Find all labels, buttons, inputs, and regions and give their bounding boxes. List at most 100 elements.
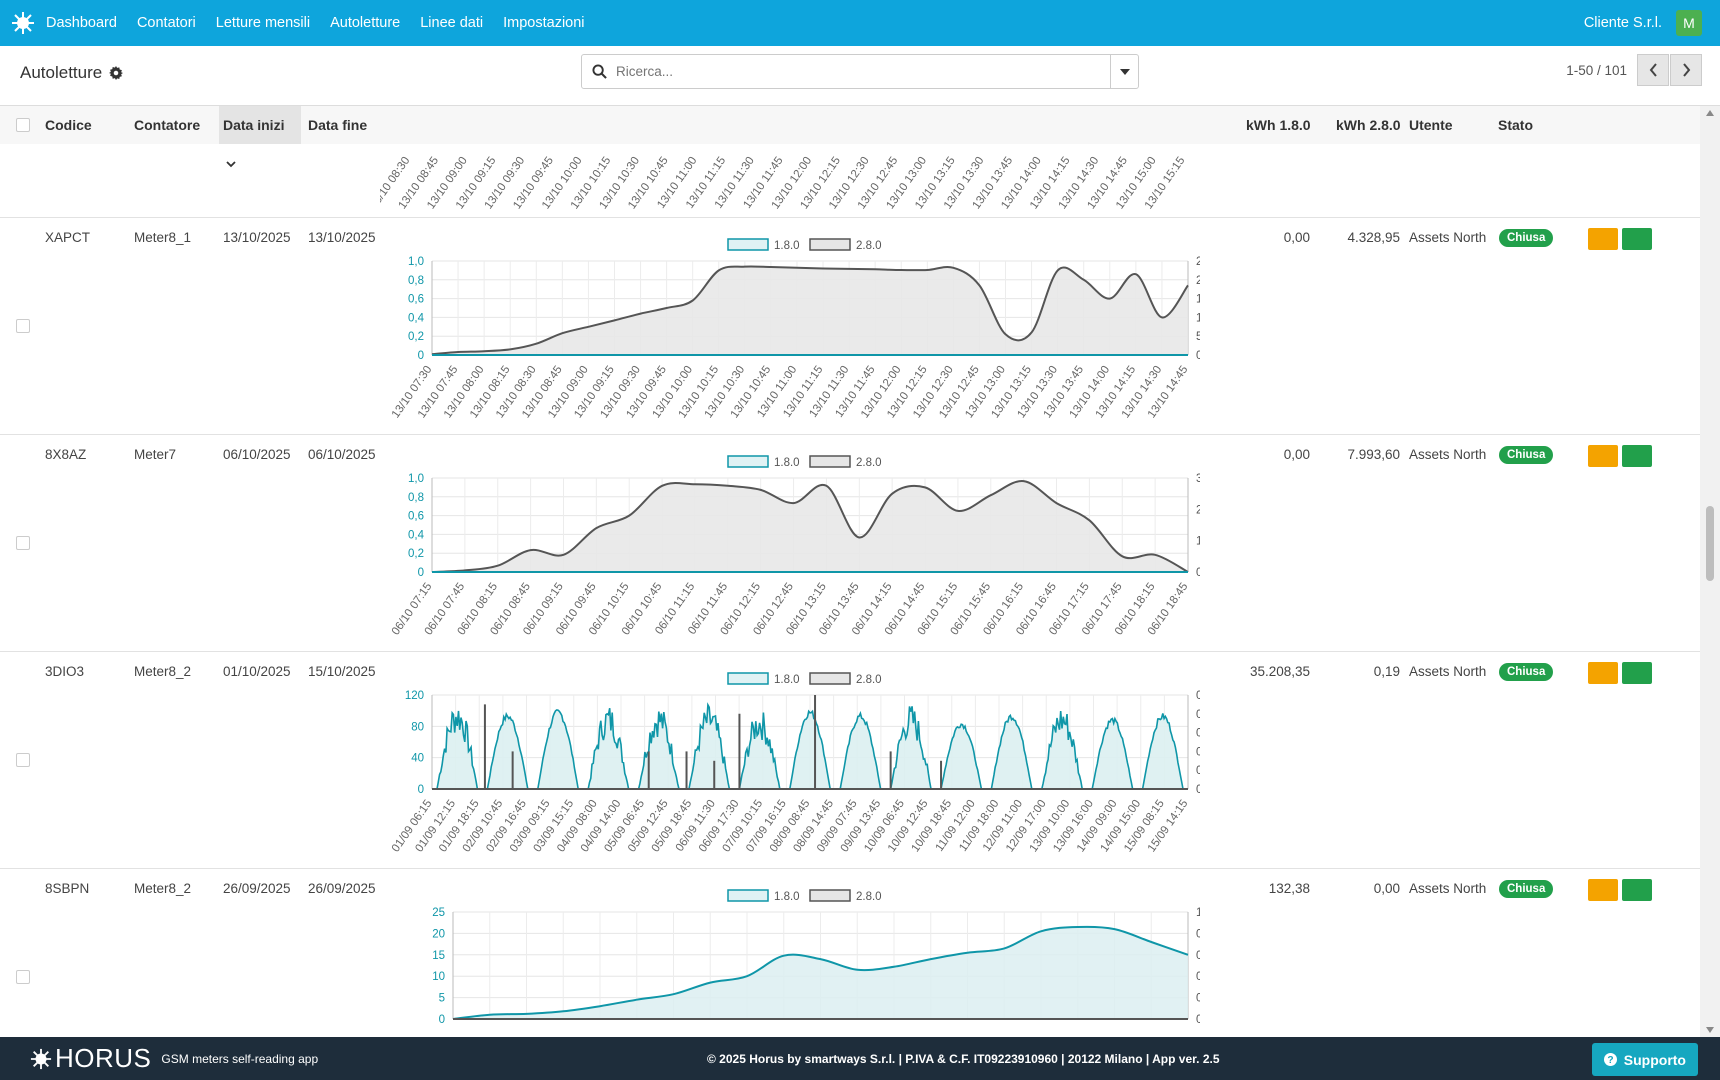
- brand-tagline: GSM meters self-reading app: [161, 1051, 319, 1066]
- avatar[interactable]: M: [1676, 10, 1702, 36]
- question-icon: ?: [1603, 1053, 1617, 1066]
- copyright: © 2025 Horus by smartways S.r.l. | P.IVA…: [707, 1051, 1220, 1066]
- y-right-tick: 300: [1196, 473, 1200, 485]
- chart: 1.8.02.8.00408012000,010,020,030,040,050…: [390, 672, 1200, 854]
- app-logo-icon[interactable]: [8, 8, 38, 38]
- y-left-tick: 20: [432, 928, 445, 940]
- series-180-area: [432, 704, 1188, 789]
- footer: HORUS GSM meters self-reading app © 2025…: [0, 1037, 1720, 1080]
- nav-autoletture[interactable]: Autoletture: [330, 15, 401, 31]
- nav-impostazioni[interactable]: Impostazioni: [503, 15, 585, 31]
- col-contatore[interactable]: Contatore: [134, 117, 201, 133]
- support-button[interactable]: ? Supporto: [1591, 1043, 1698, 1076]
- search-dropdown-button[interactable]: [1110, 55, 1138, 88]
- col-stato[interactable]: Stato: [1498, 117, 1533, 133]
- col-kwh-280[interactable]: kWh 2.8.0: [1336, 117, 1401, 133]
- row-checkbox[interactable]: [16, 753, 30, 767]
- status-badge: Chiusa: [1499, 880, 1554, 898]
- cell-contatore: Meter8_1: [134, 230, 192, 245]
- col-codice[interactable]: Codice: [45, 117, 92, 133]
- pagination-count: 1-50 / 101: [1566, 62, 1627, 78]
- chart: 1.8.0 2.8.0 0 0,2 0,4 0,6 0,8 1,0 0 50 100 150 200 25…: [390, 238, 1200, 420]
- col-data-inizio[interactable]: Data inizi: [219, 106, 301, 168]
- cell-codice[interactable]: XAPCT: [45, 230, 91, 245]
- chevron-down-icon: [226, 161, 236, 168]
- cell-data-fine: 15/10/2025: [308, 664, 376, 679]
- cell-kwh-180: 35.208,35: [1249, 664, 1310, 679]
- nav-contatori[interactable]: Contatori: [136, 15, 196, 31]
- row-checkbox[interactable]: [16, 536, 30, 550]
- download-button[interactable]: [1622, 228, 1652, 250]
- brand-name: HORUS: [55, 1043, 152, 1073]
- select-all-checkbox[interactable]: [16, 118, 30, 132]
- cell-data-inizio: 13/10/2025: [223, 230, 291, 245]
- download-button[interactable]: [1622, 879, 1652, 901]
- y-right-tick: 0,05: [1196, 690, 1200, 702]
- legend-label-280: 2.8.0: [856, 674, 882, 686]
- nav-dashboard[interactable]: Dashboard: [46, 15, 117, 31]
- legend-label-280: 2.8.0: [856, 891, 882, 903]
- cell-contatore: Meter7: [134, 447, 177, 462]
- refresh-button[interactable]: [1588, 662, 1618, 684]
- cell-codice[interactable]: 8SBPN: [45, 881, 90, 896]
- search-input[interactable]: [616, 64, 1110, 79]
- row-checkbox[interactable]: [16, 319, 30, 333]
- legend-label-180: 1.8.0: [774, 891, 800, 903]
- nav-linee-dati[interactable]: Linee dati: [420, 15, 484, 31]
- table-row: XAPCT Meter8_1 13/10/2025 13/10/2025 0,00 4.3…: [0, 217, 1700, 434]
- refresh-button[interactable]: [1588, 879, 1618, 901]
- y-left-tick: 5: [439, 993, 445, 1005]
- y-left-tick: 0,4: [408, 529, 425, 541]
- scrollbar-thumb[interactable]: [1706, 506, 1714, 581]
- search-box: [581, 54, 1139, 89]
- y-left-tick: 0,4: [408, 312, 425, 324]
- y-right-tick: 0,8: [1196, 928, 1200, 940]
- cell-utente: Assets North: [1409, 447, 1487, 462]
- y-right-tick: 0,01: [1196, 765, 1200, 777]
- vertical-scrollbar[interactable]: [1700, 106, 1720, 1037]
- scroll-up-arrow[interactable]: [1706, 110, 1714, 116]
- col-utente[interactable]: Utente: [1409, 117, 1453, 133]
- prev-page-button[interactable]: [1637, 54, 1669, 86]
- client-name[interactable]: Cliente S.r.l.: [1583, 15, 1662, 31]
- chart: 1.8.0 2.8.0 0 5 10 15 20 25 0 0,2 0,4 0,6 0,8 1,0: [432, 889, 1200, 1026]
- nav-letture-mensili[interactable]: Letture mensili: [215, 15, 311, 31]
- table-row: 3DIO3 Meter8_2 01/10/2025 15/10/2025 35.208,…: [0, 651, 1700, 868]
- cell-codice[interactable]: 3DIO3: [45, 664, 85, 679]
- col-kwh-180[interactable]: kWh 1.8.0: [1246, 117, 1311, 133]
- row-checkbox[interactable]: [16, 970, 30, 984]
- y-right-tick: 0,4: [1196, 971, 1200, 983]
- refresh-button[interactable]: [1588, 228, 1618, 250]
- chart: 1.8.02.8.000,20,40,60,81,0010020030006/1…: [390, 455, 1200, 637]
- col-data-fine[interactable]: Data fine: [308, 117, 368, 133]
- legend-label-280: 2.8.0: [856, 457, 882, 469]
- y-right-tick: 0,04: [1196, 709, 1200, 721]
- y-right-tick: 1,0: [1196, 907, 1200, 919]
- table-header: Codice Contatore Data inizi Data fine kW…: [0, 106, 1700, 168]
- download-button[interactable]: [1622, 662, 1652, 684]
- y-right-tick: 0,2: [1196, 993, 1200, 1005]
- refresh-button[interactable]: [1588, 445, 1618, 467]
- col-data-inizio-label: Data inizi: [223, 117, 285, 133]
- legend-swatch-280: [809, 672, 851, 685]
- next-page-button[interactable]: [1670, 54, 1702, 86]
- y-left-tick: 80: [411, 721, 424, 733]
- legend-label-180: 1.8.0: [774, 457, 800, 469]
- y-right-tick: 100: [1196, 312, 1200, 324]
- legend-swatch-180: [727, 889, 769, 902]
- chevron-right-icon: [1682, 63, 1690, 77]
- gear-icon[interactable]: [109, 66, 124, 80]
- cell-codice[interactable]: 8X8AZ: [45, 447, 87, 462]
- chevron-left-icon: [1649, 63, 1657, 77]
- series-280-line: [431, 265, 1189, 356]
- status-badge: Chiusa: [1499, 446, 1554, 464]
- y-left-tick: 0,8: [408, 492, 424, 504]
- scroll-down-arrow[interactable]: [1706, 1027, 1714, 1033]
- partial-row: 13/10 08:30 13/10 08:45 13/10 09:00 13/10 0…: [0, 144, 1700, 217]
- svg-text:?: ?: [1607, 1055, 1613, 1066]
- legend-label-180: 1.8.0: [774, 674, 800, 686]
- y-left-tick: 0: [418, 567, 424, 579]
- cell-kwh-280: 4.328,95: [1347, 230, 1400, 245]
- download-button[interactable]: [1622, 445, 1652, 467]
- y-right-tick: 0,02: [1196, 746, 1200, 758]
